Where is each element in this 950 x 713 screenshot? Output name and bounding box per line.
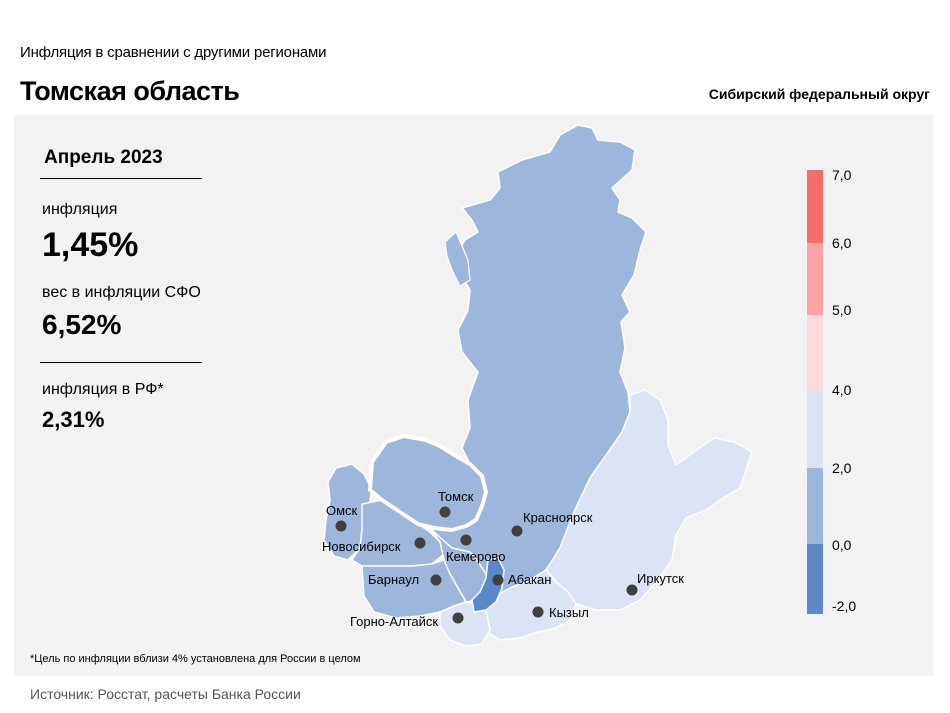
city-label-barnaul: Барнаул xyxy=(368,572,419,587)
scale-block-4 xyxy=(807,468,823,544)
region-tyva[interactable] xyxy=(477,569,577,641)
page-subtitle: Инфляция в сравнении с другими регионами xyxy=(20,44,327,61)
city-label-gorno-altaysk: Горно-Алтайск xyxy=(350,614,438,629)
region-khakassia[interactable] xyxy=(471,557,505,613)
region-inlet xyxy=(444,230,471,287)
region-irkutsk[interactable] xyxy=(545,389,753,611)
source-note: Источник: Росстат, расчеты Банка России xyxy=(30,686,301,702)
scale-tick-1: 6,0 xyxy=(832,235,852,251)
scale-tick-4: 2,0 xyxy=(832,460,852,476)
region-altai-krai[interactable] xyxy=(361,559,468,619)
scale-block-5 xyxy=(807,544,823,614)
scale-tick-3: 4,0 xyxy=(832,382,852,398)
scale-tick-5: 0,0 xyxy=(832,537,852,553)
city-marker-abakan xyxy=(492,574,504,586)
scale-block-1 xyxy=(807,243,823,315)
divider-bottom xyxy=(40,362,202,363)
city-marker-omsk xyxy=(335,520,347,532)
rf-inflation-value: 2,31% xyxy=(42,407,105,432)
region-title: Томская область xyxy=(20,76,240,106)
rf-inflation-label: инфляция в РФ* xyxy=(42,381,164,398)
city-label-tomsk: Томск xyxy=(438,489,474,504)
district-label: Сибирский федеральный округ xyxy=(708,86,930,102)
city-marker-tomsk xyxy=(439,506,451,518)
scale-block-2 xyxy=(807,315,823,391)
city-label-kemerovo: Кемерово xyxy=(446,549,505,564)
inflation-value: 1,45% xyxy=(42,226,139,264)
city-label-abakan: Абакан xyxy=(508,572,551,587)
scale-tick-0: 7,0 xyxy=(832,167,852,183)
city-marker-gorno-altaysk xyxy=(452,612,464,624)
region-tomsk[interactable] xyxy=(368,434,488,532)
city-label-kyzyl: Кызыл xyxy=(549,605,589,620)
city-label-irkutsk: Иркутск xyxy=(637,571,684,586)
city-marker-barnaul xyxy=(430,574,442,586)
weight-value: 6,52% xyxy=(42,309,122,340)
city-label-novosibirsk: Новосибирск xyxy=(322,539,401,554)
footnote: *Цель по инфляции вблизи 4% установлена … xyxy=(30,653,361,665)
city-marker-novosibirsk xyxy=(414,537,426,549)
region-omsk[interactable] xyxy=(323,463,373,561)
scale-block-0 xyxy=(807,170,823,243)
period-label: Апрель 2023 xyxy=(44,147,163,168)
city-marker-kemerovo xyxy=(460,534,472,546)
inflation-label: инфляция xyxy=(42,201,118,218)
city-marker-kyzyl xyxy=(532,606,544,618)
scale-block-3 xyxy=(807,391,823,468)
city-label-krasnoyarsk: Красноярск xyxy=(523,510,593,525)
city-marker-irkutsk xyxy=(626,584,638,596)
city-marker-krasnoyarsk xyxy=(511,525,523,537)
weight-label: вес в инфляции СФО xyxy=(42,284,201,301)
scale-tick-6: -2,0 xyxy=(832,598,857,614)
divider-top xyxy=(40,178,202,179)
city-label-omsk: Омск xyxy=(326,503,358,518)
scale-tick-2: 5,0 xyxy=(832,302,852,318)
